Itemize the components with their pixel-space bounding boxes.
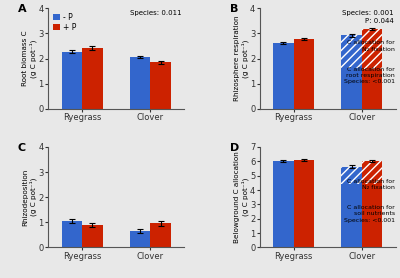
Bar — [342, 35, 362, 68]
Bar — [342, 183, 362, 247]
Bar — [273, 43, 294, 109]
Bar — [62, 221, 82, 247]
Text: D: D — [230, 143, 239, 153]
Bar — [82, 225, 102, 247]
Bar — [273, 161, 294, 247]
Y-axis label: Rhizodeposition
(g C pot⁻¹): Rhizodeposition (g C pot⁻¹) — [22, 168, 37, 226]
Text: A: A — [18, 4, 27, 14]
Y-axis label: Root biomass C
(g C pot⁻¹): Root biomass C (g C pot⁻¹) — [22, 31, 37, 86]
Bar — [130, 231, 150, 247]
Text: C allocation for
N₂ fixation: C allocation for N₂ fixation — [347, 41, 395, 52]
Bar — [362, 183, 382, 247]
Bar — [362, 29, 382, 69]
Bar — [82, 48, 102, 109]
Bar — [150, 223, 171, 247]
Bar — [342, 167, 362, 183]
Bar — [362, 69, 382, 109]
Bar — [150, 62, 171, 109]
Y-axis label: Belowground C allocation
(g C pot⁻¹): Belowground C allocation (g C pot⁻¹) — [234, 151, 248, 243]
Legend: - P, + P: - P, + P — [52, 12, 78, 33]
Text: C allocation for
soil nutrients
Species: <0.001: C allocation for soil nutrients Species:… — [344, 205, 395, 223]
Bar — [130, 57, 150, 109]
Y-axis label: Rhizosphere respiration
(g C pot⁻¹): Rhizosphere respiration (g C pot⁻¹) — [234, 16, 248, 101]
Text: C: C — [18, 143, 26, 153]
Bar — [62, 51, 82, 109]
Text: Species: 0.011: Species: 0.011 — [130, 10, 182, 16]
Bar — [294, 160, 314, 247]
Text: B: B — [230, 4, 238, 14]
Text: Species: 0.001
P: 0.044: Species: 0.001 P: 0.044 — [342, 10, 393, 24]
Bar — [294, 39, 314, 109]
Text: C allocation for
N₂ fixation: C allocation for N₂ fixation — [347, 179, 395, 190]
Bar — [362, 161, 382, 183]
Bar — [342, 68, 362, 109]
Text: C allocation for
root respiration
Species: <0.001: C allocation for root respiration Specie… — [344, 67, 395, 84]
